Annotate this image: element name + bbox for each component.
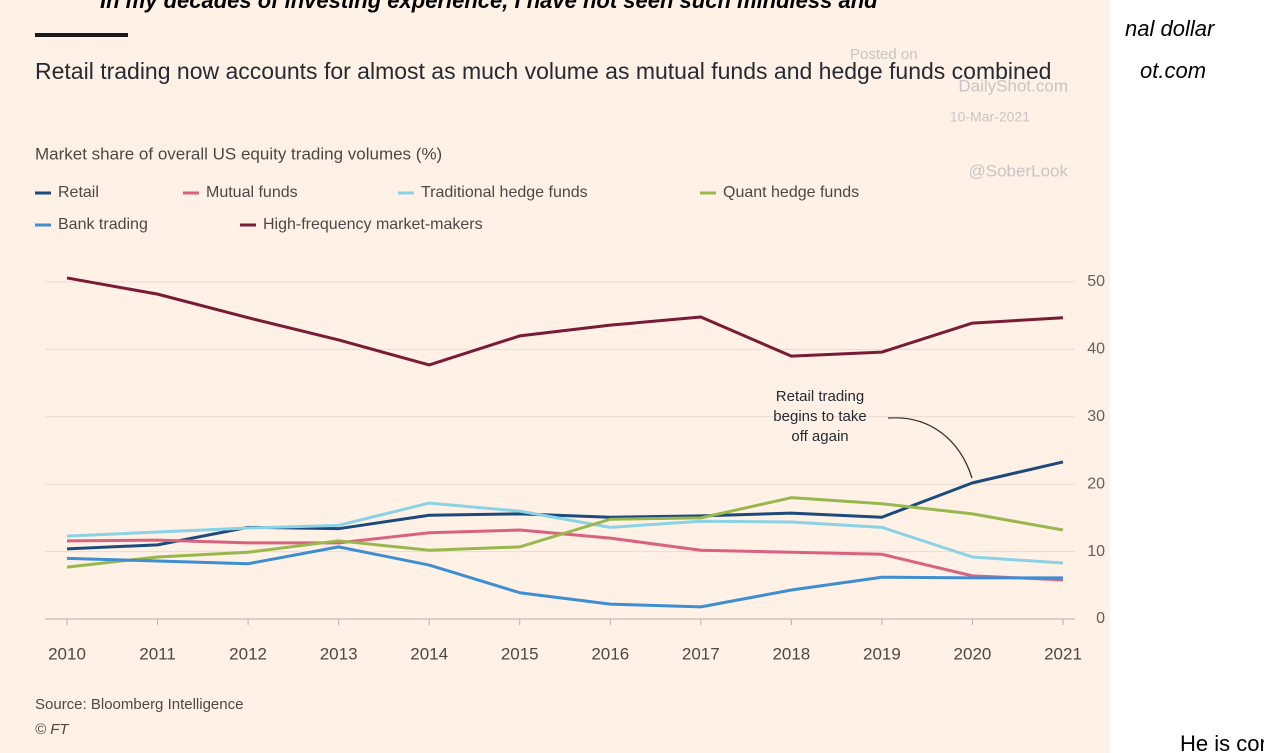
y-tick-label: 0 (1096, 610, 1105, 627)
series-line (66, 545, 1063, 609)
series-line (66, 501, 1064, 565)
watermark: @SoberLook (969, 161, 1069, 180)
legend-label: Traditional hedge funds (421, 184, 588, 201)
y-tick-label: 10 (1087, 543, 1105, 560)
header-text: In my decades of investing experience, I… (100, 0, 878, 13)
x-tick-label: 2018 (772, 644, 810, 663)
series-line (66, 496, 1064, 569)
side-text: ot.com (1140, 58, 1206, 83)
x-tick-label: 2010 (48, 644, 86, 663)
series-line (66, 276, 1064, 367)
y-tick-label: 50 (1087, 273, 1105, 290)
watermark: DailyShot.com (958, 76, 1068, 95)
watermark: Posted on (850, 46, 918, 63)
ft-bar (35, 33, 128, 37)
footer-text: He is cor (1180, 731, 1264, 753)
x-tick-label: 2020 (954, 644, 992, 663)
credit: © FT (35, 721, 70, 738)
legend-label: Retail (58, 184, 99, 201)
legend-label: Quant hedge funds (723, 184, 859, 201)
x-tick-label: 2012 (229, 644, 267, 663)
x-tick-label: 2011 (139, 644, 176, 663)
series-line (66, 460, 1064, 551)
x-tick-label: 2017 (682, 644, 720, 663)
y-tick-label: 30 (1087, 408, 1105, 425)
x-tick-label: 2019 (863, 644, 901, 663)
annotation: Retail trading begins to take off again (773, 388, 866, 445)
chart-panel (0, 0, 1110, 753)
x-tick-label: 2015 (501, 644, 539, 663)
chart-title: Retail trading now accounts for almost a… (35, 58, 1052, 84)
x-tick-label: 2013 (320, 644, 358, 663)
x-tick-label: 2021 (1044, 644, 1082, 663)
subtitle: Market share of overall US equity tradin… (35, 144, 442, 163)
annotation-arrow (887, 417, 973, 479)
y-tick-label: 40 (1087, 341, 1105, 358)
legend-label: Mutual funds (206, 184, 298, 201)
legend-label: Bank trading (58, 216, 148, 233)
x-tick-label: 2014 (410, 644, 448, 663)
y-tick-label: 20 (1087, 475, 1105, 492)
side-text: nal dollar (1125, 16, 1216, 41)
source: Source: Bloomberg Intelligence (35, 696, 243, 713)
legend-label: High-frequency market-makers (263, 216, 483, 233)
x-tick-label: 2016 (591, 644, 629, 663)
watermark: 10-Mar-2021 (950, 109, 1030, 125)
